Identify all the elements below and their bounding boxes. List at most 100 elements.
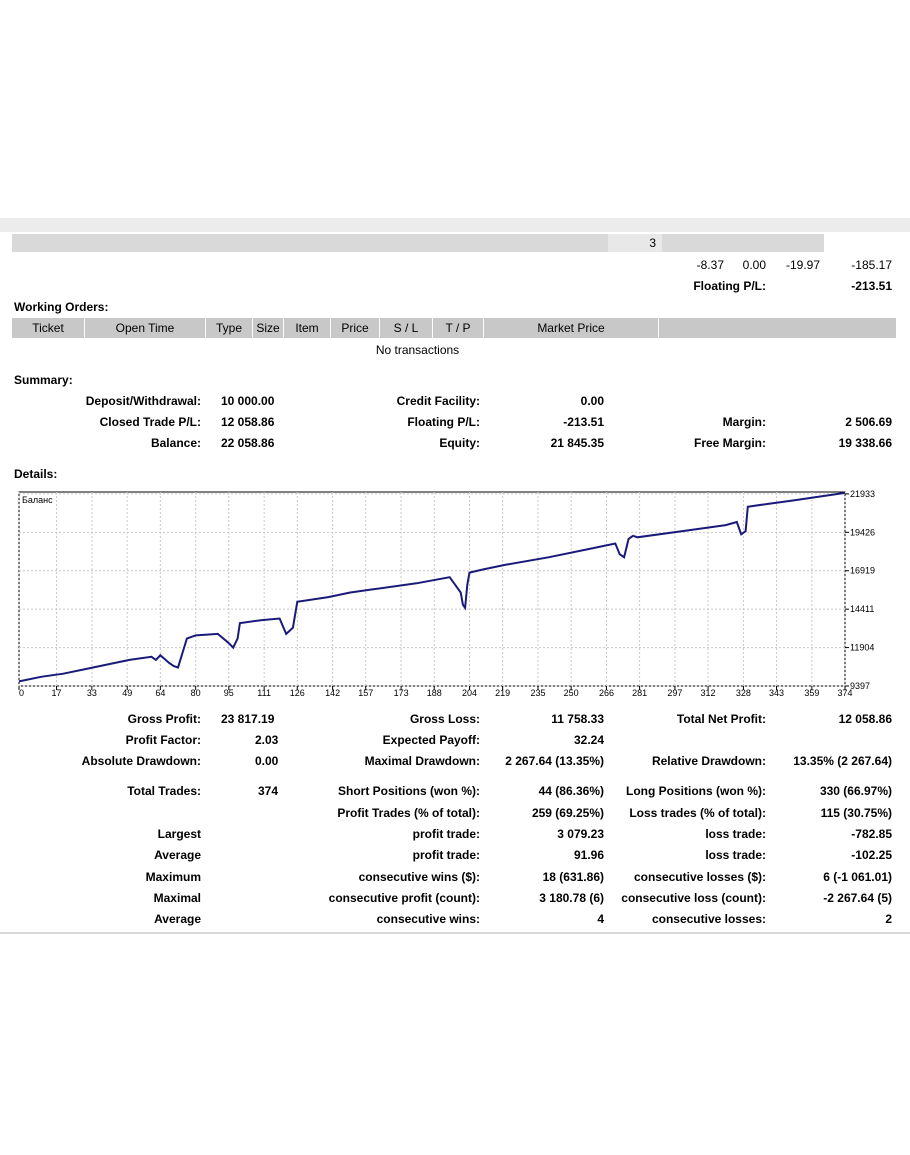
- closed-pl-value: 12 058.86: [221, 415, 275, 429]
- largest-label: Largest: [157, 827, 201, 841]
- chart-x-tick-label: 157: [358, 688, 373, 698]
- col-open-time: Open Time: [85, 318, 206, 338]
- expected-payoff-label: Expected Payoff:: [382, 733, 480, 747]
- chart-x-tick-label: 64: [155, 688, 165, 698]
- working-orders-title: Working Orders:: [14, 300, 109, 314]
- average-consecutive-losses-value: 2: [885, 912, 892, 926]
- chart-title: Баланс: [22, 495, 53, 505]
- short-positions-label: Short Positions (won %):: [338, 784, 480, 798]
- average-consecutive-wins-label: consecutive wins:: [376, 912, 480, 926]
- profit-factor-label: Profit Factor:: [125, 733, 201, 747]
- col-size: Size: [253, 318, 284, 338]
- col-type: Type: [206, 318, 253, 338]
- average-label: Average: [154, 848, 201, 862]
- col-sl: S / L: [380, 318, 433, 338]
- maximal-drawdown-value: 2 267.64 (13.35%): [505, 754, 604, 768]
- long-positions-value: 330 (66.97%): [819, 784, 892, 798]
- chart-x-tick-label: 33: [87, 688, 97, 698]
- gross-loss-label: Gross Loss:: [409, 712, 480, 726]
- average-consecutive-label: Average: [154, 912, 201, 926]
- largest-loss-label: loss trade:: [705, 827, 766, 841]
- equity-value: 21 845.35: [550, 436, 604, 450]
- chart-x-tick-label: 126: [290, 688, 305, 698]
- col-tp: T / P: [433, 318, 484, 338]
- chart-y-tick-label: 16919: [850, 566, 875, 576]
- chart-y-tick-label: 19426: [850, 527, 875, 537]
- maximum-label: Maximum: [145, 870, 201, 884]
- chart-x-tick-label: 328: [736, 688, 751, 698]
- total-trades-label: Total Trades:: [127, 784, 201, 798]
- chart-x-tick-label: 188: [427, 688, 442, 698]
- top-row-cell: [608, 234, 662, 252]
- top-value-2: 0.00: [742, 258, 766, 272]
- chart-x-tick-label: 374: [837, 688, 852, 698]
- profit-trades-value: 259 (69.25%): [531, 806, 604, 820]
- max-consecutive-losses-value: 6 (-1 061.01): [823, 870, 892, 884]
- maximal-consecutive-loss-label: consecutive loss (count):: [621, 891, 766, 905]
- profit-factor-value: 2.03: [255, 733, 279, 747]
- report-bottom-border: [0, 932, 910, 934]
- average-consecutive-wins-value: 4: [597, 912, 604, 926]
- chart-x-tick-label: 204: [462, 688, 477, 698]
- chart-y-tick-label: 21933: [850, 489, 875, 499]
- floating-pl-value: -213.51: [563, 415, 604, 429]
- chart-x-tick-label: 219: [495, 688, 510, 698]
- maximal-consecutive-profit-label: consecutive profit (count):: [328, 891, 480, 905]
- margin-label: Margin:: [722, 415, 766, 429]
- largest-profit-value: 3 079.23: [557, 827, 604, 841]
- equity-label: Equity:: [439, 436, 480, 450]
- floating-pl-label: Floating P/L:: [407, 415, 480, 429]
- max-consecutive-wins-value: 18 (631.86): [542, 870, 604, 884]
- largest-loss-value: -782.85: [851, 827, 892, 841]
- balance-series-line: [18, 491, 846, 683]
- chart-x-tick-label: 343: [769, 688, 784, 698]
- deposit-label: Deposit/Withdrawal:: [85, 394, 201, 408]
- chart-x-tick-label: 17: [52, 688, 62, 698]
- credit-label: Credit Facility:: [396, 394, 480, 408]
- chart-y-tick-label: 11904: [850, 643, 874, 653]
- chart-x-tick-label: 266: [599, 688, 614, 698]
- details-title: Details:: [14, 467, 58, 481]
- top-value-4: -185.17: [851, 258, 892, 272]
- loss-trades-value: 115 (30.75%): [820, 806, 892, 820]
- maximal-consecutive-profit-value: 3 180.78 (6): [539, 891, 604, 905]
- relative-drawdown-value: 13.35% (2 267.64): [793, 754, 892, 768]
- maximal-label: Maximal: [153, 891, 201, 905]
- chart-x-tick-label: 281: [632, 688, 647, 698]
- chart-x-tick-label: 95: [224, 688, 234, 698]
- top-value-1: -8.37: [696, 258, 724, 272]
- long-positions-label: Long Positions (won %):: [626, 784, 766, 798]
- chart-x-tick-label: 312: [701, 688, 716, 698]
- expected-payoff-value: 32.24: [573, 733, 604, 747]
- top-floating-label: Floating P/L:: [693, 279, 766, 293]
- maximal-consecutive-loss-value: -2 267.64 (5): [823, 891, 892, 905]
- gross-profit-label: Gross Profit:: [127, 712, 201, 726]
- margin-value: 2 506.69: [845, 415, 892, 429]
- profit-trades-label: Profit Trades (% of total):: [337, 806, 480, 820]
- col-ticket: Ticket: [12, 318, 85, 338]
- chart-y-tick-label: 14411: [850, 604, 874, 614]
- col-price: Price: [331, 318, 380, 338]
- relative-drawdown-label: Relative Drawdown:: [651, 754, 766, 768]
- maximal-drawdown-label: Maximal Drawdown:: [364, 754, 480, 768]
- balance-value: 22 058.86: [221, 436, 275, 450]
- top-row-bar: [12, 234, 824, 252]
- col-blank: [659, 318, 897, 338]
- top-floating-value: -213.51: [851, 279, 892, 293]
- total-net-value: 12 058.86: [838, 712, 892, 726]
- credit-value: 0.00: [580, 394, 604, 408]
- gross-profit-value: 23 817.19: [221, 712, 275, 726]
- average-loss-label: loss trade:: [705, 848, 766, 862]
- top-count: 3: [649, 236, 656, 250]
- absolute-drawdown-label: Absolute Drawdown:: [81, 754, 201, 768]
- chart-x-tick-label: 250: [564, 688, 579, 698]
- report-top-band: [0, 218, 910, 232]
- average-profit-value: 91.96: [573, 848, 604, 862]
- absolute-drawdown-value: 0.00: [255, 754, 279, 768]
- average-loss-value: -102.25: [851, 848, 892, 862]
- closed-pl-label: Closed Trade P/L:: [99, 415, 201, 429]
- chart-x-tick-label: 49: [122, 688, 132, 698]
- chart-x-tick-label: 111: [257, 688, 271, 698]
- no-transactions-text: No transactions: [375, 343, 460, 357]
